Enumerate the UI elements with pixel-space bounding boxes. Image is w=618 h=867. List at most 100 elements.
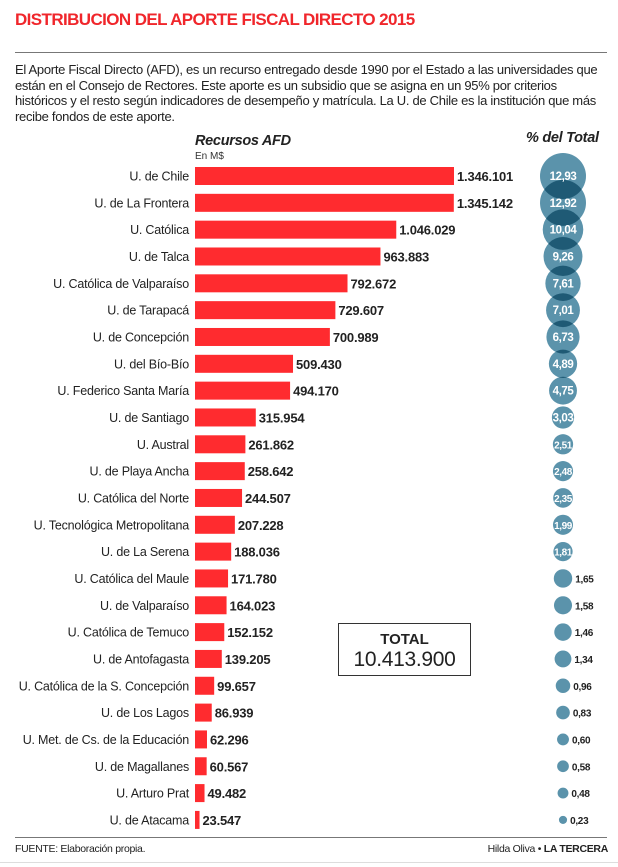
category-label: U. Católica del Maule [74,572,189,586]
percent-bubble [554,650,572,668]
divider-bottom [15,837,607,838]
bar-value-label: 62.296 [210,732,249,747]
percent-bubble [552,514,574,535]
bar [195,408,256,427]
percent-bubble [556,705,570,720]
bar [195,649,222,668]
percent-label: 12,93 [550,171,577,183]
bar [195,730,207,749]
bar [195,784,205,803]
bar [195,542,232,561]
category-label: U. Católica de Valparaíso [53,277,189,291]
bar-value-label: 60.567 [210,759,249,774]
bar [195,596,227,615]
bar-value-label: 207.228 [238,518,284,533]
category-label: U. Tecnológica Metropolitana [34,518,190,532]
bar [195,274,348,293]
category-label: U. de Valparaíso [100,599,189,613]
bar-value-label: 152.152 [227,625,273,640]
category-label: U. Católica de Temuco [68,626,190,640]
bar-value-label: 315.954 [259,410,306,425]
category-label: U. de Tarapacá [107,304,189,318]
bar [195,381,291,400]
bar [195,810,200,829]
source-note: FUENTE: Elaboración propia. [15,843,146,855]
category-label: U. de Playa Ancha [90,465,190,479]
bar-value-label: 244.507 [245,491,291,506]
percent-bubble [549,376,577,405]
percent-label: 2,35 [554,494,573,505]
percent-label: 9,26 [553,251,574,263]
percent-label: 6,73 [553,332,574,344]
category-label: U. de Chile [129,170,189,184]
percent-bubble [552,461,574,482]
percent-bubble [558,815,568,824]
bar [195,515,235,534]
percent-bubble [553,596,573,615]
bar [195,193,454,212]
intro-text: El Aporte Fiscal Directo (AFD), es un re… [15,62,598,124]
bar [195,354,294,373]
bubble-overlap [543,237,583,250]
percent-bubble [557,733,569,746]
category-label: U. Arturo Prat [116,787,190,801]
bar-value-label: 99.657 [217,679,256,694]
bar-value-label: 792.672 [351,276,397,291]
percent-bubble [555,678,571,694]
percent-label: 4,75 [553,386,575,398]
percent-label: 0,23 [570,816,589,827]
category-label: U. de Concepción [93,330,189,344]
category-label: U. de Magallanes [95,760,189,774]
bar-value-label: 494.170 [293,384,339,399]
percent-label: 7,61 [553,278,575,290]
credit: Hilda Oliva • LA TERCERA [488,843,609,855]
percent-label: 0,96 [573,682,592,693]
percent-bubble [557,760,569,773]
bar-value-label: 1.346.101 [457,169,513,184]
bar [195,435,246,454]
bar-value-label: 171.780 [231,571,277,586]
percent-bubble [553,542,573,562]
bar-value-label: 261.862 [248,437,294,452]
percent-bubble [548,349,578,378]
category-label: U. del Bío-Bío [114,357,189,371]
percent-bubble [553,569,573,588]
category-label: U. Católica de la S. Concepción [19,679,190,693]
percent-label: 1,81 [554,548,573,559]
percent-label: 1,58 [575,601,594,612]
category-label: U. de Atacama [110,813,190,827]
bar [195,488,243,507]
bar-value-label: 164.023 [230,598,276,613]
percent-bubble [546,293,580,328]
bar [195,703,212,722]
bar [195,327,330,346]
percent-label: 0,60 [572,735,591,746]
bar [195,757,207,776]
bar [195,569,229,588]
bar [195,623,225,642]
percent-label: 12,92 [550,198,577,210]
bar [195,167,454,185]
category-label: U. Católica [130,223,189,237]
percent-label: 4,89 [553,359,574,371]
bar-value-label: 258.642 [248,464,294,479]
category-label: U. Federico Santa María [57,384,189,398]
category-label: U. de La Frontera [94,196,189,210]
category-label: U. de La Serena [101,545,189,559]
percent-label: 0,83 [573,709,592,720]
percent-label: 2,51 [554,440,573,451]
percent-bubble [546,320,580,354]
percent-bubble [553,488,573,508]
bar-value-label: 700.989 [333,330,379,345]
total-value: 10.413.900 [353,648,456,671]
percent-label: 3,03 [553,412,574,424]
bar-value-label: 49.482 [208,786,247,801]
category-label: U. Católica del Norte [78,491,189,505]
bar-value-label: 23.547 [203,813,242,828]
category-label: U. de Talca [129,250,189,264]
percent-bubble [554,623,572,641]
percent-bubble [557,787,569,799]
bar [195,301,336,320]
bars-group: U. de Chile 1.346.101 U. de La Frontera 1.3… [19,167,513,829]
